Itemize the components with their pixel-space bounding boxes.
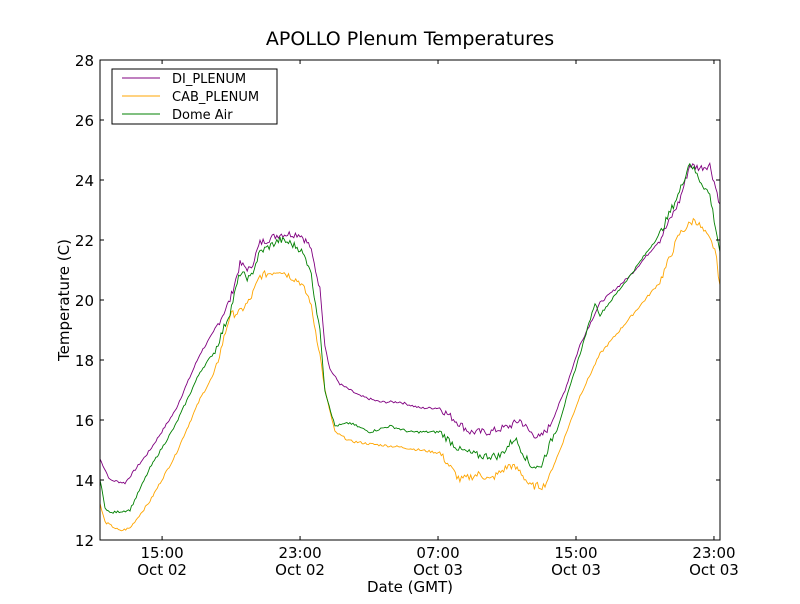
x-axis-label: Date (GMT) <box>367 578 453 596</box>
series-layer <box>99 161 721 532</box>
y-tick-label: 24 <box>75 172 94 190</box>
x-tick-label-date: Oct 02 <box>275 561 325 579</box>
x-tick-label-date: Oct 03 <box>413 561 463 579</box>
legend-item: DI_PLENUM <box>122 72 246 87</box>
y-tick-label: 16 <box>75 412 94 430</box>
series-line-cab-plenum <box>99 217 721 532</box>
x-tick-label-date: Oct 02 <box>137 561 187 579</box>
legend-item: Dome Air <box>122 108 233 123</box>
y-tick-label: 26 <box>75 112 94 130</box>
y-tick-label: 22 <box>75 232 94 250</box>
y-tick-label: 12 <box>75 532 94 550</box>
x-tick-label-date: Oct 03 <box>689 561 739 579</box>
x-tick-label-time: 15:00 <box>140 544 183 562</box>
chart-title: APOLLO Plenum Temperatures <box>266 28 554 50</box>
x-tick-label-time: 07:00 <box>416 544 459 562</box>
series-line-di-plenum <box>99 161 721 485</box>
x-tick-label-time: 15:00 <box>554 544 597 562</box>
series-line-dome-air <box>99 162 721 514</box>
x-tick-label-time: 23:00 <box>278 544 321 562</box>
y-axis-label: Temperature (C) <box>55 239 73 362</box>
x-tick-label-time: 23:00 <box>692 544 735 562</box>
legend-label: Dome Air <box>172 108 233 123</box>
y-tick-label: 28 <box>75 52 94 70</box>
y-tick-label: 14 <box>75 472 94 490</box>
legend-item: CAB_PLENUM <box>122 90 259 105</box>
legend-label: DI_PLENUM <box>172 72 246 87</box>
y-tick-label: 18 <box>75 352 94 370</box>
x-tick-label-date: Oct 03 <box>551 561 601 579</box>
legend-label: CAB_PLENUM <box>172 90 259 105</box>
legend: DI_PLENUM CAB_PLENUM Dome Air <box>111 68 278 125</box>
y-tick-label: 20 <box>75 292 94 310</box>
